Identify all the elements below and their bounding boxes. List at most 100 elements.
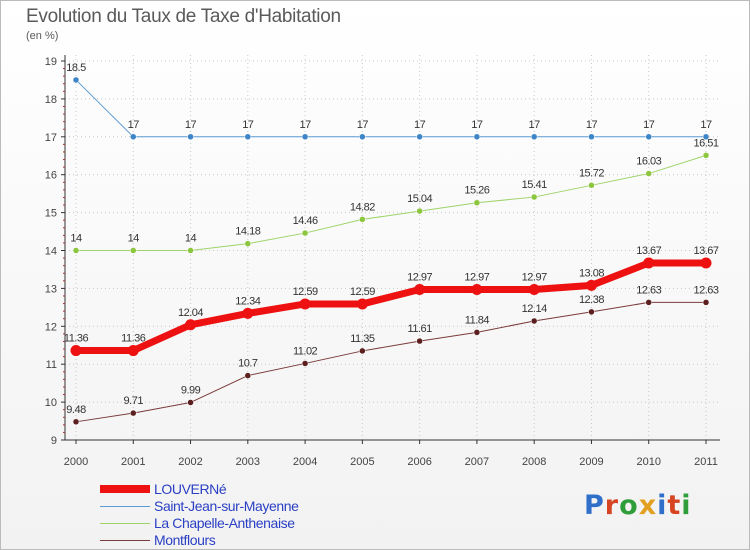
series-line bbox=[75, 79, 707, 138]
y-tick-label: 12 bbox=[45, 321, 57, 333]
data-point bbox=[530, 133, 538, 141]
data-point bbox=[359, 347, 366, 355]
legend-item: LOUVERNé bbox=[100, 481, 420, 498]
data-label: 17 bbox=[242, 119, 254, 131]
data-point bbox=[301, 229, 309, 237]
data-label: 12.04 bbox=[178, 307, 203, 319]
data-label: 17 bbox=[643, 119, 655, 131]
x-tick-label: 2001 bbox=[121, 456, 145, 468]
x-tick-label: 2002 bbox=[178, 456, 202, 468]
legend-item: La Chapelle-Anthenaise bbox=[100, 515, 420, 532]
data-label: 12.38 bbox=[579, 294, 604, 306]
data-label: 11.36 bbox=[64, 333, 89, 345]
logo-letter: t bbox=[667, 490, 682, 521]
data-point bbox=[473, 329, 481, 336]
x-tick-label: 2003 bbox=[236, 456, 260, 468]
data-point bbox=[187, 133, 194, 141]
data-point bbox=[244, 372, 252, 379]
legend-swatch bbox=[100, 540, 150, 541]
data-label: 14 bbox=[185, 233, 197, 245]
y-tick-label: 19 bbox=[45, 56, 57, 68]
data-point bbox=[187, 247, 194, 254]
data-point bbox=[471, 284, 483, 296]
legend-label: Saint-Jean-sur-Mayenne bbox=[154, 498, 299, 514]
data-point bbox=[416, 207, 423, 215]
logo-letter: x bbox=[638, 490, 658, 521]
legend: LOUVERNé Saint-Jean-sur-Mayenne La Chapell… bbox=[100, 481, 420, 549]
legend-item: Saint-Jean-sur-Mayenne bbox=[100, 498, 420, 515]
data-point bbox=[130, 247, 137, 254]
data-label: 17 bbox=[185, 119, 197, 131]
data-label: 15.26 bbox=[464, 185, 489, 197]
data-point bbox=[585, 279, 597, 291]
series-line bbox=[75, 154, 707, 251]
data-point bbox=[588, 308, 595, 316]
data-label: 12.63 bbox=[636, 284, 661, 296]
data-point bbox=[473, 199, 481, 206]
legend-swatch bbox=[100, 523, 150, 524]
data-label: 9.99 bbox=[181, 384, 201, 396]
chart-subtitle: (en %) bbox=[26, 30, 59, 42]
x-tick-label: 2000 bbox=[64, 456, 88, 468]
data-label: 12.63 bbox=[693, 284, 718, 296]
legend-label: La Chapelle-Anthenaise bbox=[154, 515, 295, 531]
data-point bbox=[301, 133, 309, 141]
y-tick-label: 16 bbox=[45, 170, 57, 182]
y-tick-label: 17 bbox=[45, 132, 57, 144]
data-point bbox=[700, 257, 712, 269]
data-point bbox=[299, 298, 311, 310]
data-label: 10.7 bbox=[238, 358, 258, 370]
data-point bbox=[645, 133, 652, 141]
data-label: 15.04 bbox=[407, 193, 432, 205]
logo-letter: r bbox=[604, 490, 620, 521]
data-point bbox=[130, 133, 137, 141]
legend-swatch bbox=[100, 485, 150, 493]
data-label: 14 bbox=[128, 233, 140, 245]
x-tick-label: 2005 bbox=[350, 456, 374, 468]
y-tick-label: 10 bbox=[45, 397, 57, 409]
data-point bbox=[416, 133, 423, 141]
data-point bbox=[127, 345, 139, 357]
data-label: 11.61 bbox=[408, 323, 433, 335]
data-point bbox=[72, 418, 80, 426]
data-point bbox=[416, 337, 423, 345]
y-tick-label: 18 bbox=[45, 94, 57, 106]
data-point bbox=[70, 345, 82, 357]
legend-item: Montflours bbox=[100, 532, 420, 549]
series-line bbox=[72, 259, 710, 355]
data-label: 17 bbox=[700, 119, 712, 131]
data-point bbox=[72, 247, 80, 254]
data-label: 11.36 bbox=[121, 333, 146, 345]
data-label: 12.97 bbox=[407, 272, 432, 284]
data-label: 17 bbox=[529, 119, 541, 131]
data-point bbox=[645, 170, 652, 177]
data-label: 12.34 bbox=[235, 295, 260, 307]
data-point bbox=[130, 409, 137, 417]
data-label: 12.97 bbox=[522, 272, 547, 284]
data-label: 12.59 bbox=[293, 286, 318, 298]
legend-swatch bbox=[100, 506, 150, 507]
data-label: 14 bbox=[70, 233, 82, 245]
logo-letter: i bbox=[657, 490, 668, 521]
data-point bbox=[356, 298, 368, 310]
data-label: 15.41 bbox=[522, 179, 547, 191]
data-point bbox=[702, 299, 710, 306]
data-point bbox=[588, 182, 595, 189]
data-label: 15.72 bbox=[579, 167, 604, 179]
y-tick-label: 11 bbox=[46, 359, 57, 371]
data-label: 9.71 bbox=[124, 395, 144, 407]
data-point bbox=[359, 133, 366, 141]
data-label: 11.35 bbox=[350, 333, 375, 345]
logo-letter: P bbox=[584, 490, 605, 521]
data-point bbox=[185, 319, 197, 331]
data-point bbox=[359, 216, 366, 223]
logo-letter: o bbox=[619, 490, 639, 521]
data-label: 13.08 bbox=[579, 267, 604, 279]
data-point bbox=[473, 133, 481, 141]
data-label: 14.18 bbox=[235, 226, 260, 238]
data-label: 12.97 bbox=[464, 272, 489, 284]
data-label: 17 bbox=[357, 119, 369, 131]
logo-letter: i bbox=[681, 490, 692, 521]
data-label: 11.02 bbox=[293, 345, 318, 357]
